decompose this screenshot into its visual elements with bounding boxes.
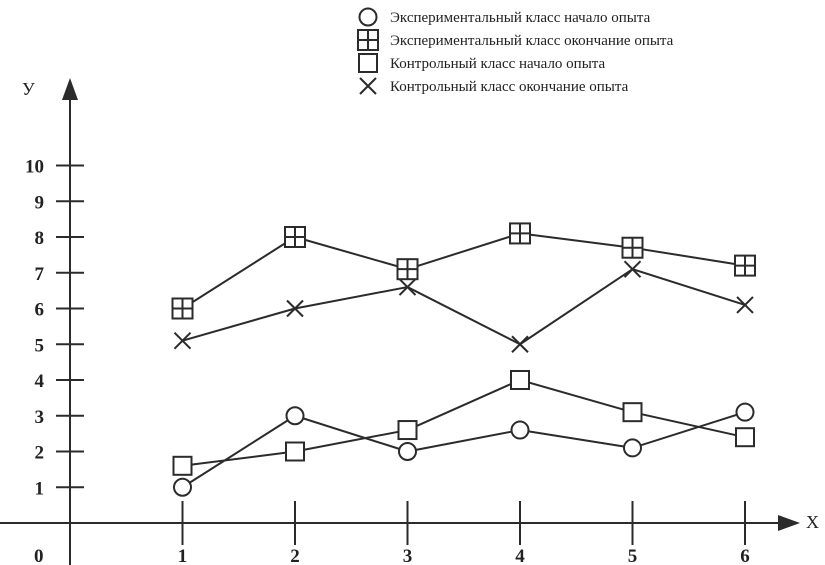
y-tick-label: 4 [35, 371, 45, 392]
y-tick-label: 1 [35, 478, 45, 499]
data-point-series-3 [510, 370, 530, 390]
y-tick-label: 8 [35, 228, 45, 249]
data-point-series-2 [509, 222, 531, 245]
legend-item: Контрольный класс начало опыта [358, 53, 606, 73]
legend-item: Экспериментальный класс начало опыта [358, 7, 651, 27]
legend-marker [358, 53, 378, 73]
y-tick-label: 9 [35, 192, 45, 213]
y-tick-label: 3 [35, 407, 45, 428]
y-tick-label: 2 [35, 443, 45, 464]
data-point-series-4 [736, 296, 754, 314]
legend-item: Экспериментальный класс окончание опыта [357, 29, 674, 51]
y-tick-label: 6 [35, 300, 45, 321]
data-point-series-1 [510, 420, 530, 440]
axes: У X 0 [0, 78, 819, 565]
legend-item: Контрольный класс окончание опыта [359, 77, 629, 95]
x-tick-label: 2 [290, 546, 300, 565]
data-point-series-1 [735, 402, 755, 422]
y-tick-label: 7 [35, 264, 45, 285]
legend: Экспериментальный класс начало опыта Эксп… [357, 7, 674, 95]
data-point-series-1 [285, 406, 305, 426]
data-point-series-2 [396, 258, 419, 281]
data-point-series-3 [622, 402, 643, 423]
x-axis-arrow [778, 515, 800, 531]
legend-marker [359, 77, 377, 95]
data-point-series-3 [172, 455, 193, 476]
data-point-series-1 [173, 477, 192, 497]
x-tick-label: 5 [628, 546, 638, 565]
series-markers [171, 222, 756, 497]
legend-label: Контрольный класс окончание опыта [390, 79, 629, 95]
data-point-series-4 [623, 260, 642, 278]
series-lines [181, 232, 746, 489]
data-point-series-4 [398, 278, 417, 296]
series-line-2 [181, 232, 746, 310]
data-point-series-4 [511, 335, 529, 353]
x-axis-title: X [806, 512, 819, 532]
data-point-series-2 [734, 254, 756, 277]
x-tick-label: 3 [403, 546, 413, 565]
data-point-series-3 [735, 427, 755, 448]
legend-label: Контрольный класс начало опыта [390, 56, 606, 72]
x-tick-label: 1 [178, 546, 188, 565]
series-line-4 [182, 268, 746, 346]
y-axis-arrow [62, 78, 78, 100]
x-tick-label: 4 [515, 546, 525, 565]
legend-marker [357, 29, 379, 51]
data-point-series-3 [397, 420, 418, 441]
legend-label: Экспериментальный класс окончание опыта [390, 33, 674, 49]
data-point-series-2 [284, 226, 306, 248]
y-axis-title: У [22, 79, 35, 99]
series-line-1 [181, 411, 746, 489]
data-point-series-1 [398, 442, 417, 461]
data-point-series-1 [623, 438, 642, 458]
legend-label: Экспериментальный класс начало опыта [390, 10, 651, 26]
data-point-series-2 [171, 297, 194, 320]
tick-group: 1 2 3 4 5 6 7 8 9 10 1 2 3 4 5 6 [25, 157, 750, 565]
y-tick-label: 10 [25, 157, 44, 178]
series-line-3 [182, 379, 746, 467]
legend-marker [358, 7, 378, 27]
origin-label: 0 [34, 546, 44, 565]
y-tick-label: 5 [35, 335, 45, 356]
data-point-series-2 [621, 236, 644, 259]
data-point-series-3 [285, 441, 305, 462]
data-point-series-4 [286, 299, 304, 318]
data-point-series-4 [173, 331, 192, 350]
x-tick-label: 6 [740, 546, 750, 565]
